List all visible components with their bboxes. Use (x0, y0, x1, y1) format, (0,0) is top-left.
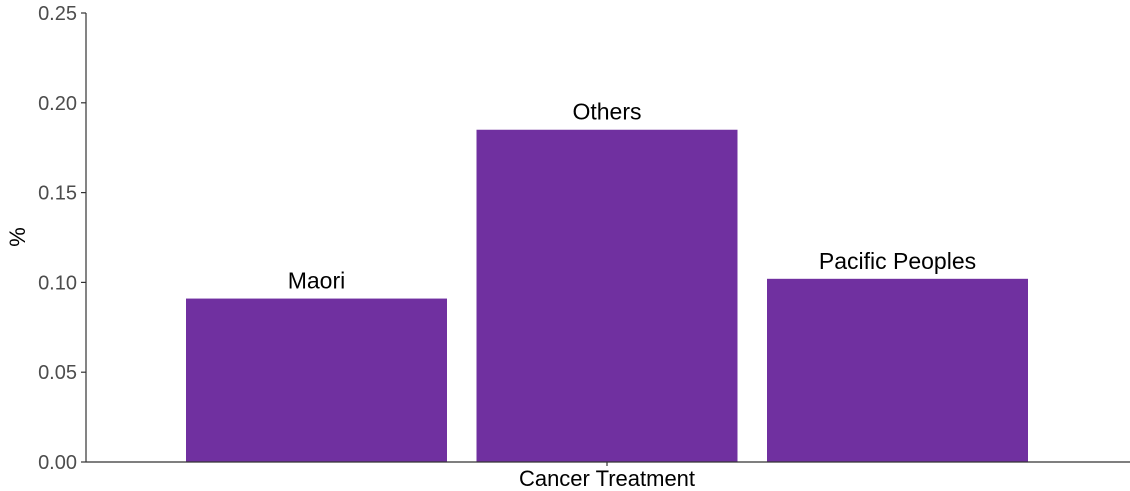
y-tick-label: 0.15 (38, 183, 77, 205)
y-axis-title: % (5, 227, 30, 247)
y-tick-label: 0.20 (38, 93, 77, 115)
y-tick-label: 0.00 (38, 452, 77, 474)
bar-label: Pacific Peoples (819, 248, 976, 274)
bar-pacific-peoples (767, 278, 1028, 462)
y-tick-label: 0.25 (38, 3, 77, 25)
y-tick-label: 0.10 (38, 272, 77, 294)
x-axis (86, 461, 1130, 466)
bars-group (186, 129, 1028, 463)
bar-maori (186, 298, 447, 462)
bar-label: Maori (288, 268, 346, 294)
y-axis: 0.00 0.05 0.10 0.15 0.20 0.25 (38, 3, 87, 474)
y-tick-label: 0.05 (38, 362, 77, 384)
bar-labels-group: Maori Others Pacific Peoples (288, 99, 976, 294)
bar-others (476, 129, 738, 463)
bar-label: Others (572, 99, 641, 125)
x-axis-title: Cancer Treatment (519, 466, 695, 491)
